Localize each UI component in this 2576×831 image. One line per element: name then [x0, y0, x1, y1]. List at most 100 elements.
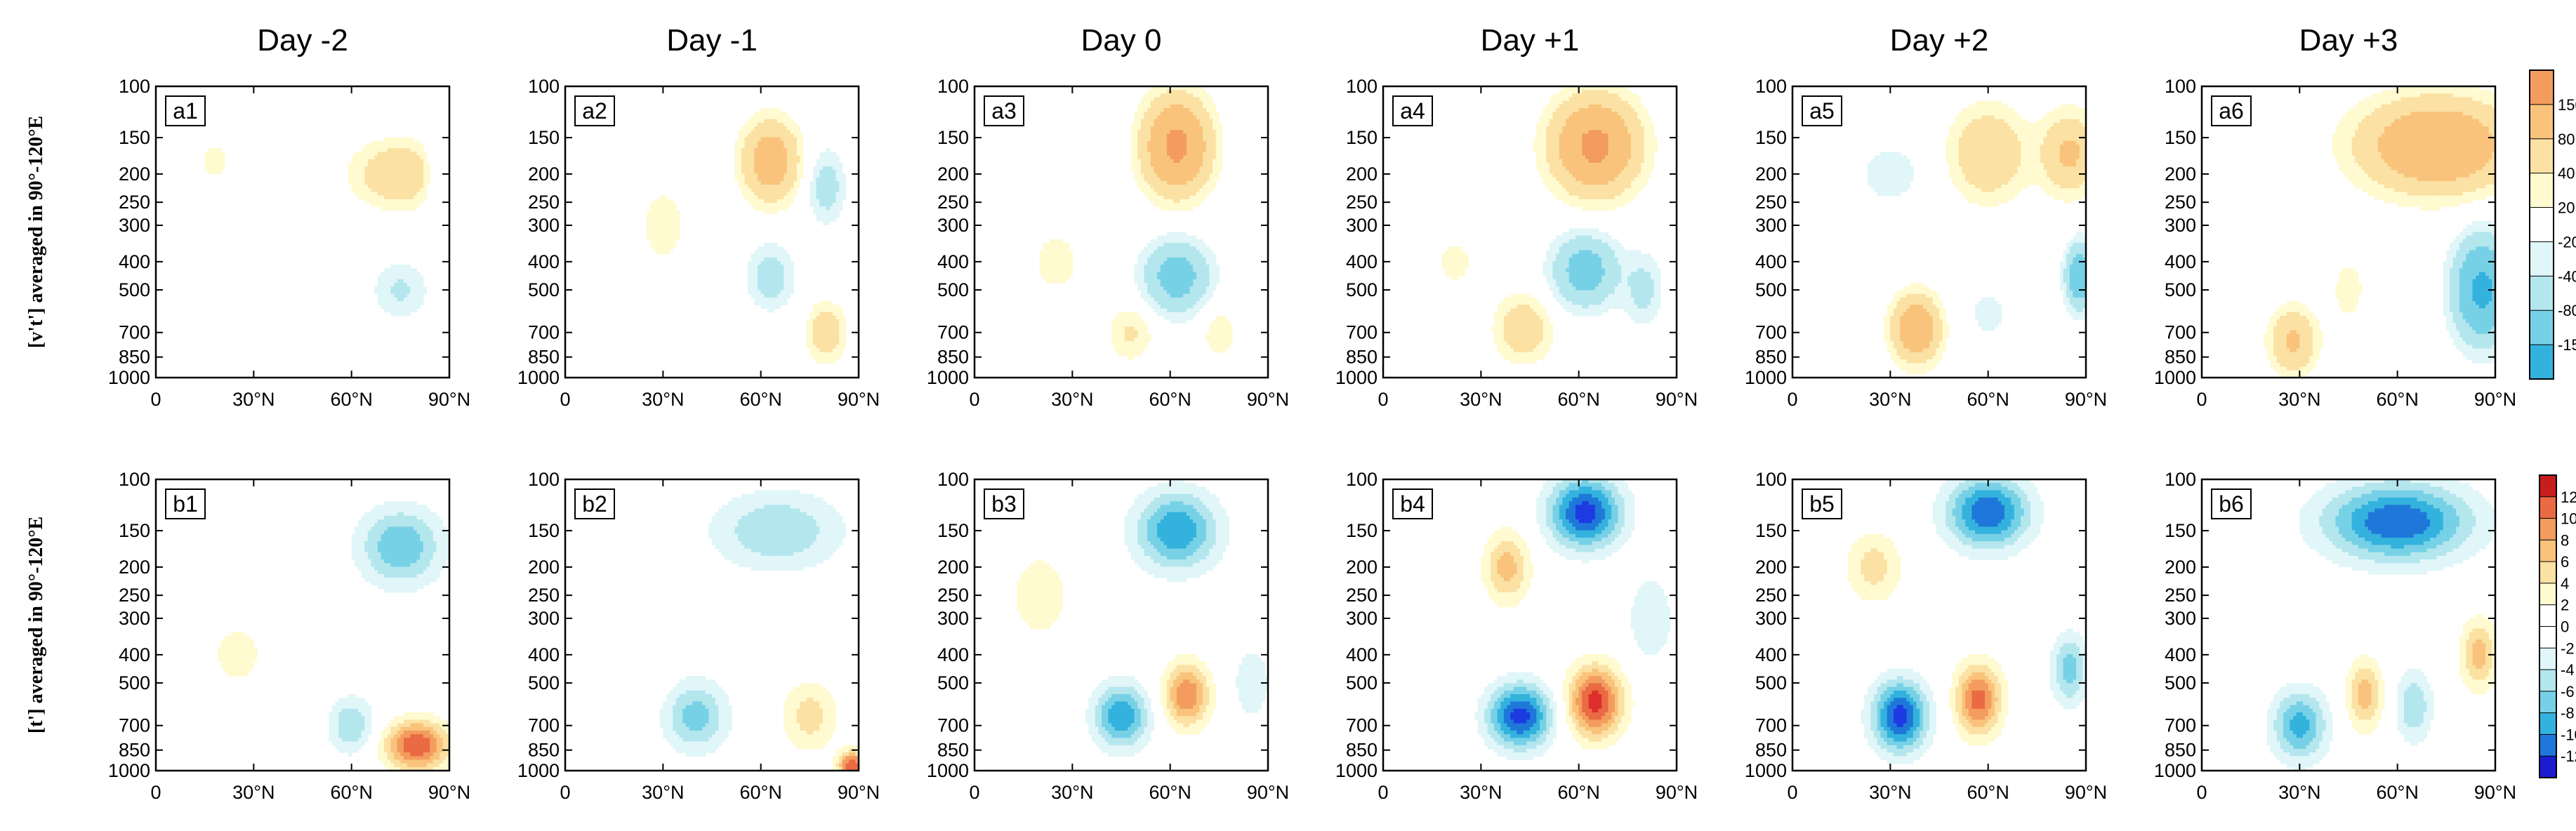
field-cell: [796, 177, 800, 182]
field-cell: [1608, 119, 1612, 124]
field-cell: [1598, 119, 1602, 124]
field-cell: [1056, 257, 1060, 262]
field-cell: [1150, 170, 1155, 175]
field-cell: [377, 203, 382, 207]
field-cell: [784, 185, 788, 189]
field-cell: [1189, 315, 1194, 320]
field-cell: [1618, 155, 1622, 160]
field-cell: [1206, 166, 1210, 171]
field-cell: [829, 323, 833, 327]
field-cell: [1219, 337, 1223, 342]
field-cell: [790, 268, 794, 273]
field-cells: [1039, 86, 1233, 360]
field-cell: [760, 265, 765, 269]
field-cell: [663, 220, 667, 225]
field-cell: [394, 180, 398, 185]
field-cell: [1150, 137, 1155, 142]
field-cell: [1594, 148, 1599, 152]
field-cell: [1614, 93, 1618, 98]
field-cell: [1160, 290, 1164, 295]
field-cell: [770, 130, 774, 135]
field-cell: [1585, 90, 1590, 94]
field-cell: [1608, 250, 1612, 255]
field-cell: [659, 228, 663, 233]
field-cell: [420, 286, 424, 291]
field-cell: [780, 180, 784, 185]
field-cell: [384, 152, 388, 157]
field-cell: [1644, 115, 1648, 120]
field-cell: [839, 192, 843, 197]
field-cell: [1630, 261, 1635, 265]
field-cell: [1154, 250, 1158, 255]
field-cell: [1621, 145, 1625, 149]
field-cell: [1588, 166, 1592, 171]
field-cell: [1170, 155, 1174, 160]
field-cell: [796, 152, 800, 157]
field-cell: [1209, 159, 1213, 164]
field-cell: [1582, 152, 1586, 157]
field-cell: [1213, 108, 1217, 112]
field-cell: [1206, 93, 1210, 98]
field-cell: [1203, 283, 1207, 287]
field-cell: [1199, 297, 1203, 302]
field-cell: [816, 315, 820, 320]
field-cell: [1598, 257, 1602, 262]
field-cell: [1640, 253, 1645, 258]
field-cell: [416, 173, 421, 178]
field-cell: [1572, 199, 1576, 204]
field-cell: [407, 162, 411, 167]
field-cell: [1160, 286, 1164, 291]
field-cell: [1598, 261, 1602, 265]
field-cell: [1640, 170, 1645, 175]
field-cell: [835, 345, 840, 350]
field-cell: [1180, 268, 1184, 273]
field-cell: [1594, 137, 1599, 142]
field-cell: [1601, 173, 1606, 178]
field-cell: [1186, 170, 1191, 175]
y-tick-label: 250: [937, 192, 969, 213]
field-cell: [748, 268, 752, 273]
field-cell: [407, 192, 411, 197]
field-cell: [767, 265, 772, 269]
field-cell: [1559, 173, 1564, 178]
field-cell: [1052, 279, 1057, 284]
field-cell: [1215, 279, 1220, 284]
field-cell: [1601, 239, 1606, 244]
field-cell: [1621, 246, 1625, 251]
field-cell: [1588, 272, 1592, 277]
field-cell: [780, 203, 784, 207]
field-cell: [1180, 206, 1184, 211]
field-cell: [835, 203, 840, 207]
field-cell: [832, 352, 837, 357]
field-cell: [1147, 195, 1151, 200]
field-cell: [842, 188, 847, 193]
field-cell: [1562, 152, 1566, 157]
field-cell: [1559, 185, 1564, 189]
field-cell: [1189, 279, 1194, 284]
field-cell: [1160, 268, 1164, 273]
field-cell: [1203, 155, 1207, 160]
field-cell: [1167, 122, 1171, 127]
field-cell: [675, 213, 680, 218]
field-cell: [666, 213, 671, 218]
field-cell: [829, 330, 833, 335]
field-cell: [1173, 195, 1177, 200]
field-cell: [1624, 199, 1628, 204]
field-cell: [1189, 108, 1194, 112]
field-cell: [1582, 243, 1586, 247]
field-cell: [656, 220, 661, 225]
field-cell: [1578, 97, 1583, 102]
field-cell: [1189, 173, 1194, 178]
field-cell: [1627, 119, 1632, 124]
field-cell: [812, 333, 817, 338]
field-cell: [673, 243, 677, 247]
field-cell: [400, 162, 404, 167]
field-cell: [1170, 137, 1174, 142]
field-cell: [1458, 265, 1462, 269]
field-cell: [1180, 297, 1184, 302]
field-cell: [1451, 261, 1455, 265]
field-cell: [374, 170, 378, 175]
field-cell: [394, 177, 398, 182]
field-cell: [1611, 97, 1616, 102]
field-cell: [1209, 253, 1213, 258]
